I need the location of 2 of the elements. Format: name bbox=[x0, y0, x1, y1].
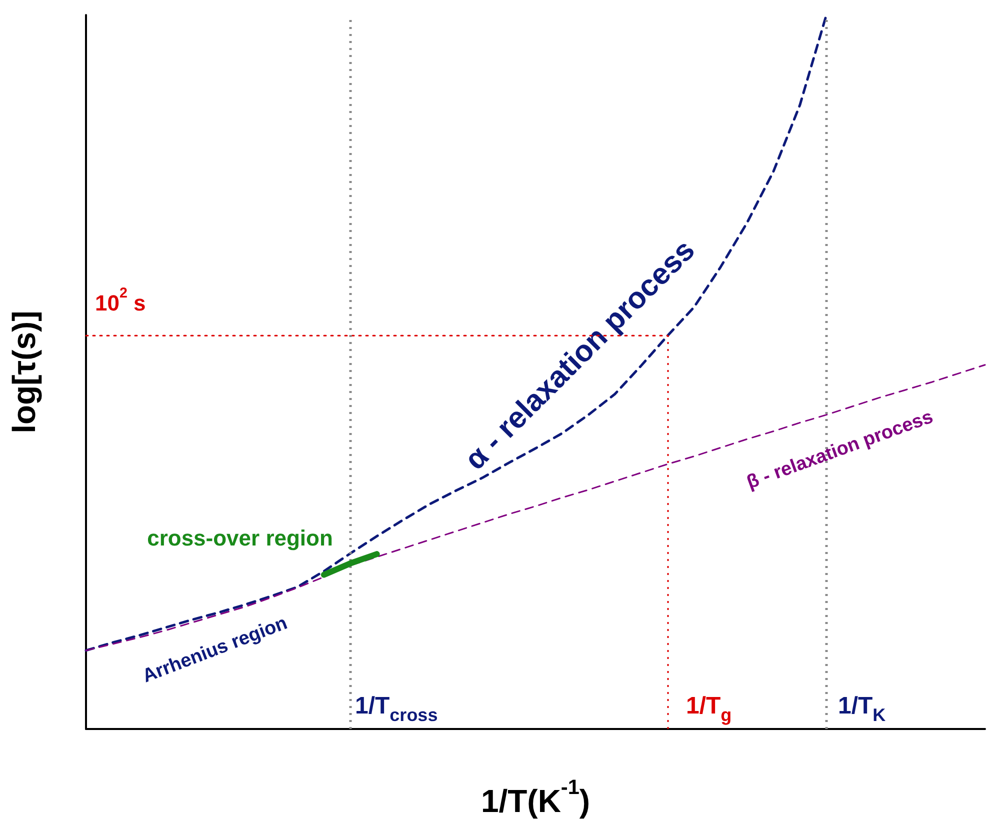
annotation: cross-over region bbox=[147, 526, 333, 550]
y-axis-title: log[τ(s)] bbox=[6, 310, 42, 434]
